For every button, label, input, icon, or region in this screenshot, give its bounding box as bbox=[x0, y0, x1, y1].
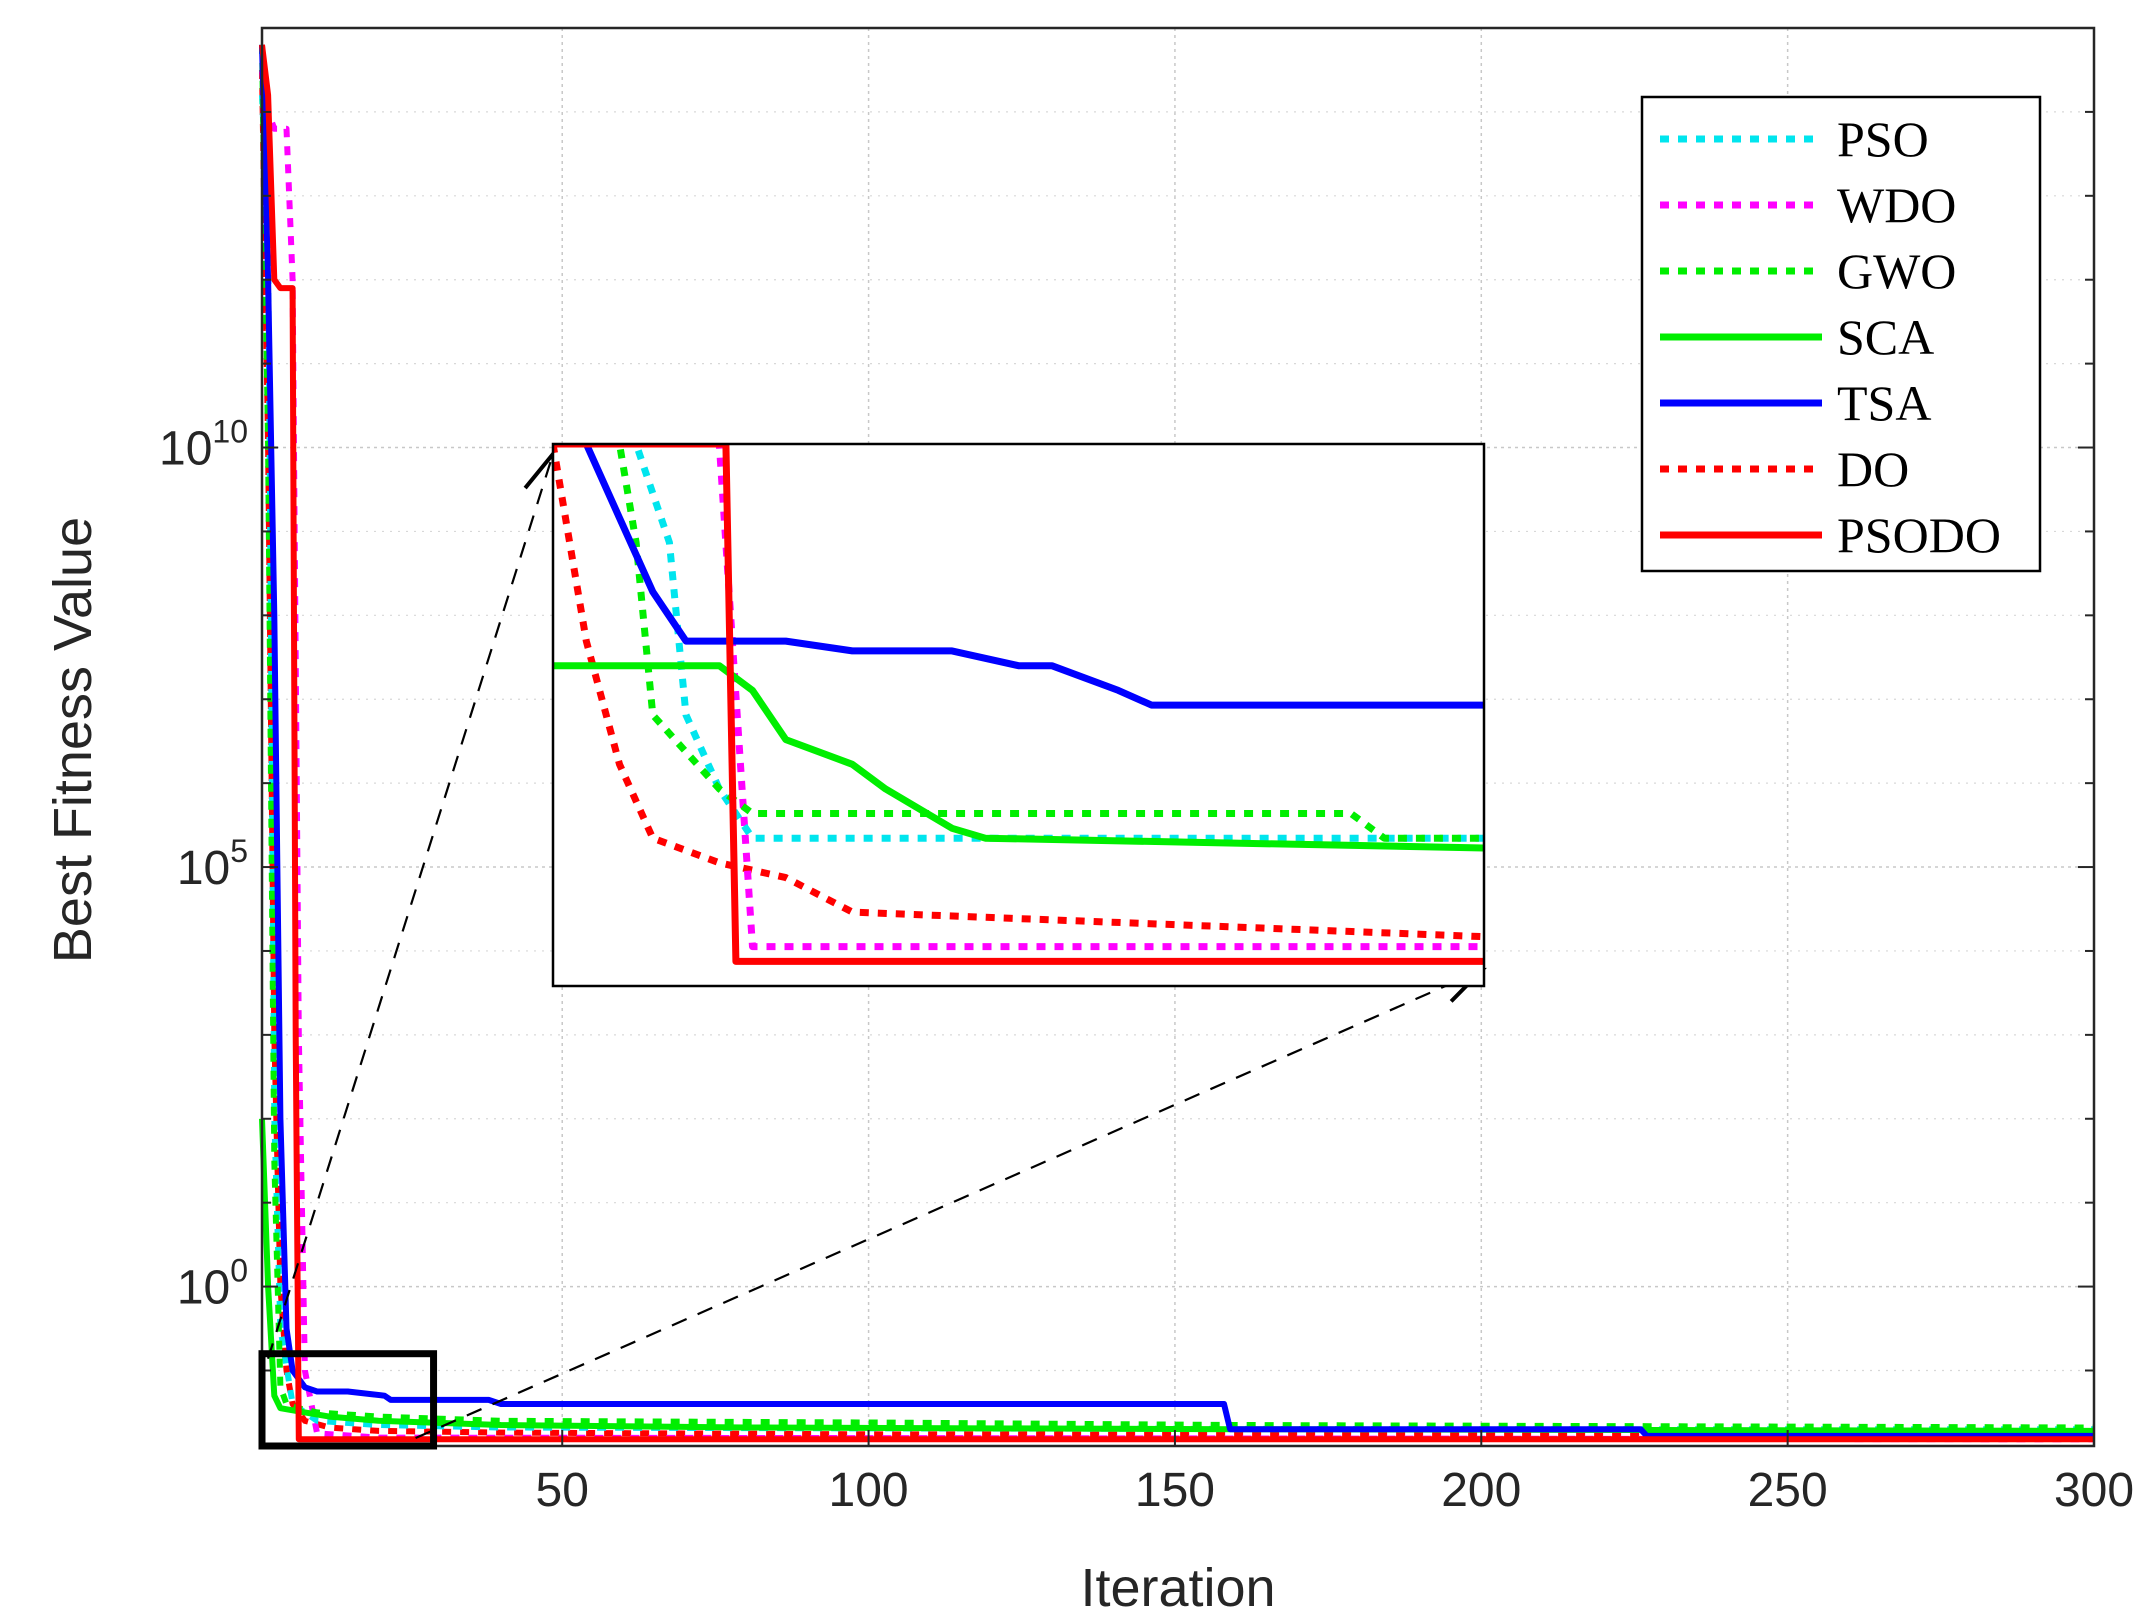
x-tick-label: 100 bbox=[829, 1464, 909, 1517]
inset-background bbox=[553, 444, 1484, 986]
y-tick-label: 100 bbox=[177, 1253, 248, 1315]
series-layer bbox=[259, 44, 2095, 1443]
series-line-gwo bbox=[259, 44, 2095, 1431]
tick-labels: 50 100 150 200 250 300 100 105 1010 bbox=[159, 110, 2134, 1517]
legend-label-pso: PSO bbox=[1837, 111, 1929, 167]
zoom-box bbox=[258, 1350, 438, 1450]
series-line-wdo bbox=[259, 69, 2095, 1443]
x-tick-label: 300 bbox=[2054, 1464, 2134, 1517]
series-line-do bbox=[259, 69, 2095, 1439]
legend-label-tsa: TSA bbox=[1837, 375, 1931, 431]
zoom-arrow-top bbox=[266, 453, 555, 1360]
series-line-psodo bbox=[259, 44, 2094, 1443]
inset-series-line-pso bbox=[553, 444, 1484, 842]
legend-label-sca: SCA bbox=[1837, 309, 1934, 365]
legend-label-do: DO bbox=[1837, 441, 1909, 497]
inset-series-line-do bbox=[553, 444, 1484, 941]
y-axis-title: Best Fitness Value bbox=[43, 517, 103, 963]
legend: PSO WDO GWO SCA TSA DO PSODO bbox=[1640, 95, 2042, 573]
x-tick-label: 50 bbox=[536, 1464, 589, 1517]
y-tick-label: 1010 bbox=[159, 414, 248, 476]
legend-label-gwo: GWO bbox=[1837, 243, 1956, 299]
inset-series bbox=[553, 444, 1484, 965]
inset-series-line-tsa bbox=[553, 444, 1484, 709]
inset-frame bbox=[551, 442, 1486, 988]
x-tick-label: 150 bbox=[1135, 1464, 1215, 1517]
legend-label-wdo: WDO bbox=[1837, 177, 1956, 233]
x-tick-label: 200 bbox=[1441, 1464, 1521, 1517]
x-axis-title: Iteration bbox=[1080, 1558, 1275, 1618]
inset-plot bbox=[551, 442, 1486, 988]
inset-series-line-wdo bbox=[553, 444, 1484, 951]
legend-label-psodo: PSODO bbox=[1837, 507, 2001, 563]
series-line-tsa bbox=[259, 44, 2094, 1439]
series-line-sca bbox=[259, 1118, 2095, 1434]
x-tick-label: 250 bbox=[1748, 1464, 1828, 1517]
plot-frame bbox=[260, 26, 2096, 1448]
inset-series-line-psodo bbox=[553, 444, 1484, 965]
inset-series-line-gwo bbox=[553, 444, 1484, 842]
y-tick-label: 105 bbox=[177, 833, 248, 895]
